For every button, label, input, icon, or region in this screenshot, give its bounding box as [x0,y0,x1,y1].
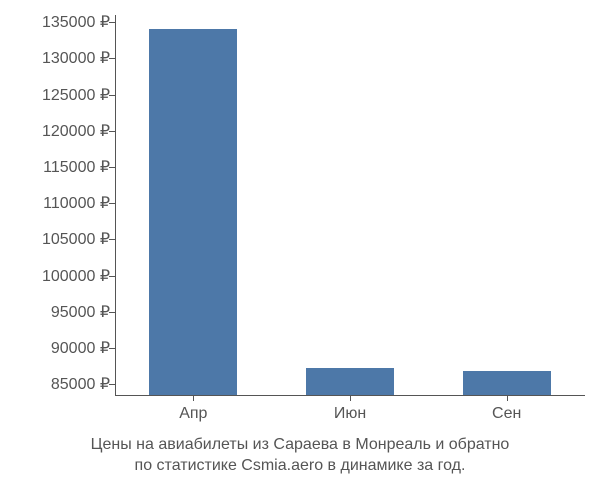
bar [149,29,237,395]
plot-area [115,15,585,395]
x-tick-label: Сен [492,405,521,423]
x-tick-mark [350,395,351,401]
y-tick-label: 90000 ₽ [51,338,110,358]
x-tick-label: Апр [179,405,207,423]
y-tick-label: 115000 ₽ [43,157,110,177]
y-tick-mark [109,203,115,204]
y-tick-label: 110000 ₽ [43,193,110,213]
y-tick-mark [109,95,115,96]
y-tick-mark [109,312,115,313]
y-tick-mark [109,22,115,23]
y-tick-label: 105000 ₽ [42,229,110,249]
y-tick-mark [109,58,115,59]
y-tick-label: 130000 ₽ [42,48,110,68]
caption-line-2: по статистике Csmia.aero в динамике за г… [135,457,466,474]
y-tick-label: 120000 ₽ [42,121,110,141]
y-axis-line [115,15,116,395]
y-tick-mark [109,239,115,240]
x-tick-mark [507,395,508,401]
y-tick-label: 100000 ₽ [42,266,110,286]
y-tick-mark [109,276,115,277]
y-tick-label: 95000 ₽ [51,302,110,322]
y-tick-mark [109,348,115,349]
y-tick-mark [109,167,115,168]
chart-caption: Цены на авиабилеты из Сараева в Монреаль… [0,435,600,477]
y-tick-label: 135000 ₽ [42,12,110,32]
y-tick-mark [109,384,115,385]
y-tick-label: 85000 ₽ [51,374,110,394]
price-chart: 85000 ₽ 90000 ₽ 95000 ₽ 100000 ₽ 105000 ₽ 110… [0,0,600,500]
y-tick-label: 125000 ₽ [42,85,110,105]
y-tick-mark [109,131,115,132]
caption-line-1: Цены на авиабилеты из Сараева в Монреаль… [91,436,510,453]
bar [306,368,394,395]
x-tick-label: Июн [334,405,366,423]
y-axis: 85000 ₽ 90000 ₽ 95000 ₽ 100000 ₽ 105000 ₽ 110… [0,15,110,395]
x-tick-mark [193,395,194,401]
bar [463,371,551,395]
